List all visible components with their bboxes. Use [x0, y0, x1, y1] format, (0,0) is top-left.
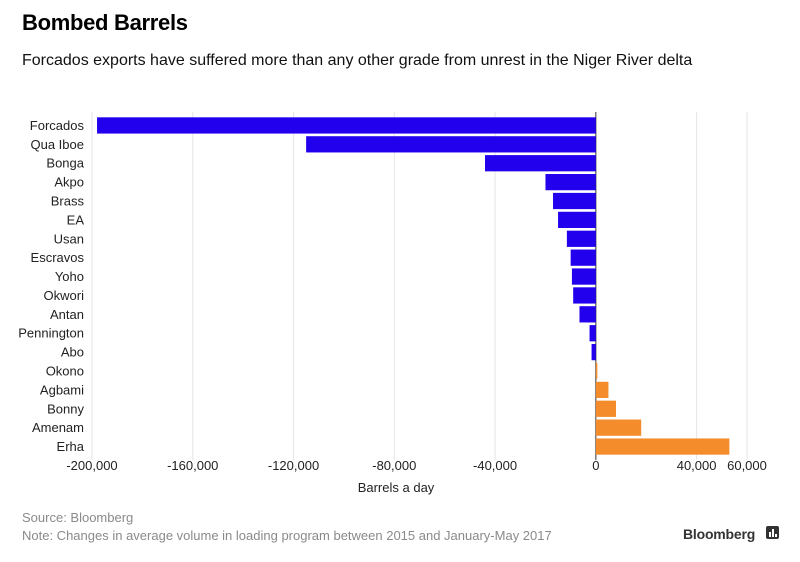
category-label: Agbami — [40, 382, 84, 397]
category-label: Forcados — [30, 118, 85, 133]
bar-chart: Forcados Qua Iboe Bonga Akpo Brass EA Usan Escr… — [18, 112, 767, 495]
category-label: Erha — [57, 439, 85, 454]
bloomberg-logo: Bloomberg — [683, 526, 756, 542]
bar-pennington — [589, 325, 596, 342]
category-label: Bonny — [47, 401, 84, 416]
bloomberg-chart-icon — [766, 526, 779, 539]
category-labels: Forcados Qua Iboe Bonga Akpo Brass EA Usan Escr… — [18, 118, 85, 454]
chart-subtitle: Forcados exports have suffered more than… — [22, 52, 693, 69]
bar-okono — [595, 362, 598, 380]
x-tick-label: -40,000 — [473, 458, 517, 473]
x-tick-label: -200,000 — [66, 458, 117, 473]
category-label: Brass — [51, 194, 85, 209]
category-label: Amenam — [32, 420, 84, 435]
bar-agbami — [595, 381, 609, 399]
category-label: Abo — [61, 345, 84, 360]
bar-bonny — [595, 400, 616, 417]
bar-escravos — [570, 249, 596, 266]
bar-akpo — [545, 173, 596, 191]
x-tick-label: -160,000 — [167, 458, 218, 473]
chart-title: Bombed Barrels — [22, 10, 188, 35]
x-tick-label: 0 — [592, 458, 599, 473]
bars — [97, 117, 730, 455]
methodology-note: Note: Changes in average volume in loadi… — [22, 528, 552, 543]
bar-ea — [558, 211, 596, 229]
category-label: Akpo — [54, 175, 84, 190]
grid-lines — [91, 112, 748, 460]
x-tick-label: -80,000 — [372, 458, 416, 473]
x-tick-label: 40,000 — [677, 458, 717, 473]
bar-usan — [566, 230, 596, 247]
category-label: Yoho — [55, 269, 84, 284]
category-label: Antan — [50, 307, 84, 322]
source-note: Source: Bloomberg — [22, 510, 134, 525]
bar-brass — [553, 192, 596, 210]
x-tick-label: -120,000 — [268, 458, 319, 473]
bar-erha — [595, 438, 730, 455]
category-label: Escravos — [31, 250, 85, 265]
bar-yoho — [571, 268, 596, 285]
bar-abo — [591, 343, 596, 361]
x-axis-label: Barrels a day — [358, 480, 435, 495]
bar-amenam — [595, 419, 642, 436]
category-label: Bonga — [46, 156, 84, 171]
category-label: EA — [67, 212, 85, 227]
bar-okwori — [573, 287, 596, 304]
category-label: Okwori — [44, 288, 85, 303]
category-label: Qua Iboe — [31, 137, 85, 152]
category-label: Okono — [46, 364, 84, 379]
bar-forcados — [97, 117, 596, 134]
bar-qua-iboe — [306, 136, 596, 153]
bar-antan — [579, 306, 596, 323]
category-label: Pennington — [18, 326, 84, 341]
bar-bonga — [485, 155, 596, 172]
x-tick-labels: -200,000 -160,000 -120,000 -80,000 -40,000 0 4… — [66, 458, 767, 473]
category-label: Usan — [54, 231, 84, 246]
x-tick-label: 60,000 — [727, 458, 767, 473]
